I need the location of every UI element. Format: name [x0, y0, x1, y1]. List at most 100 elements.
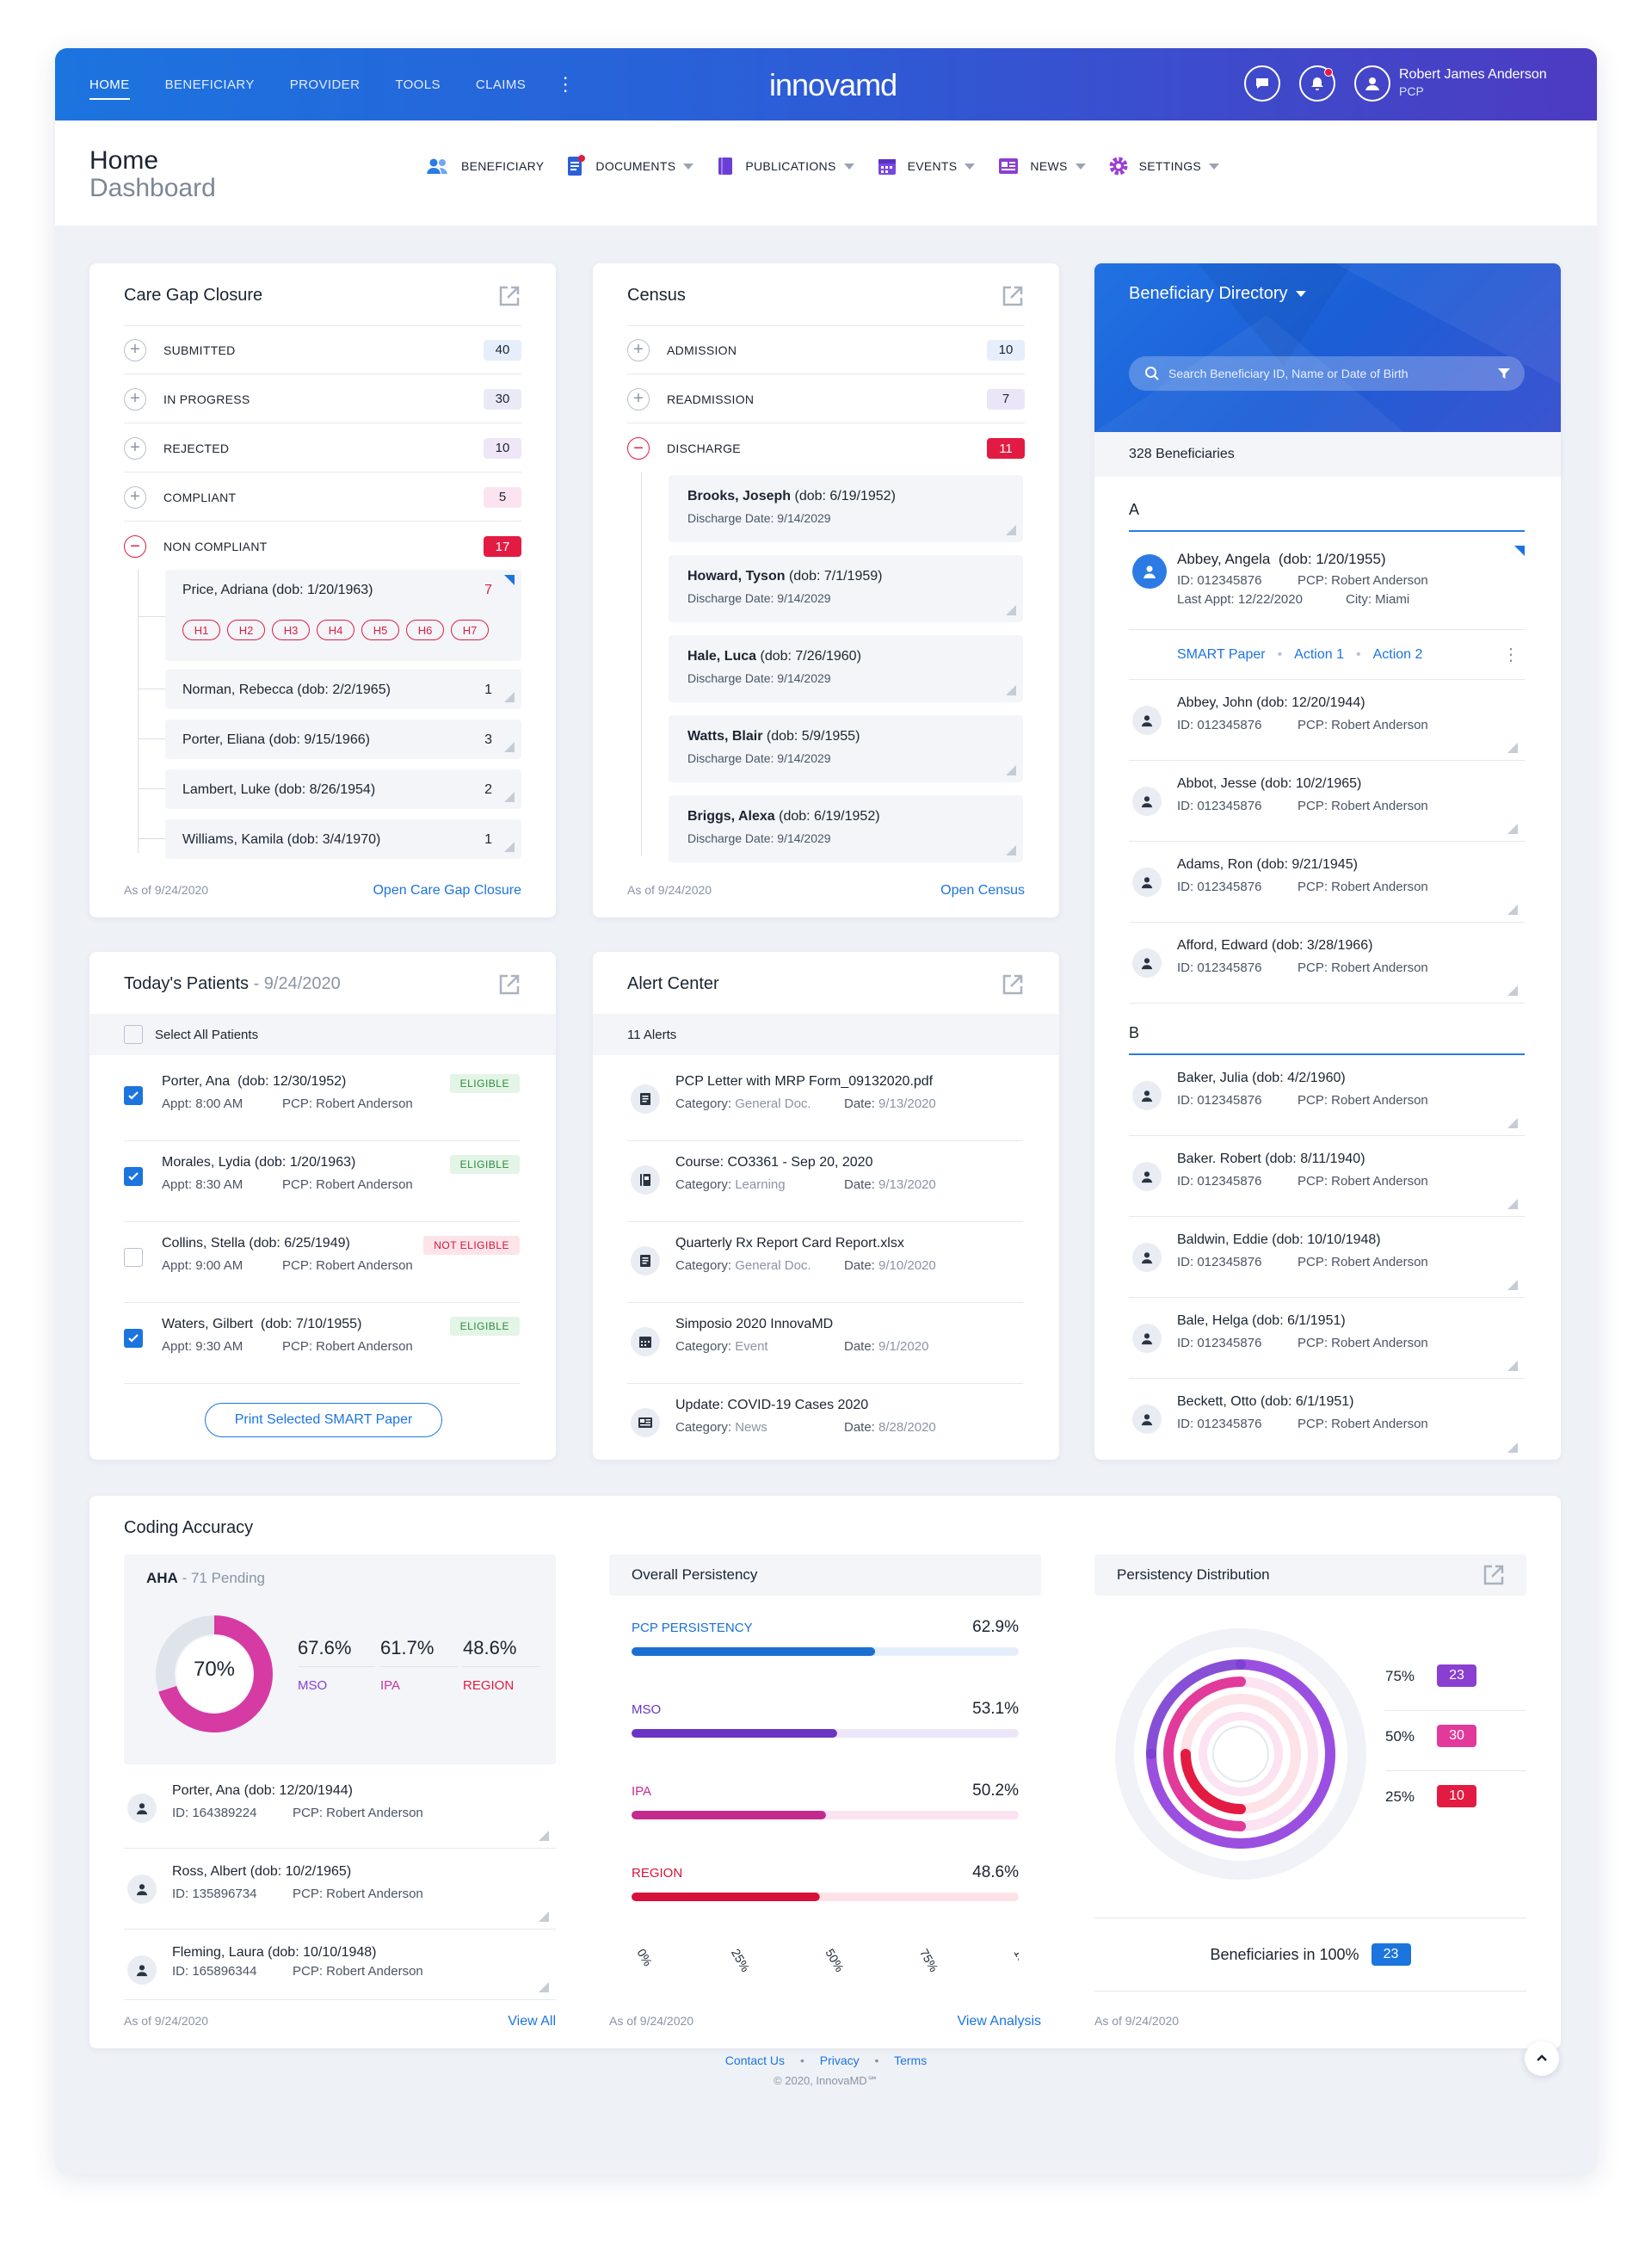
census-item[interactable]: Howard, Tyson (dob: 7/1/1959) Discharge D… — [669, 555, 1023, 622]
external-link-icon[interactable] — [497, 284, 521, 308]
page-footer: Contact Us • Privacy • Terms © 2020, Inn… — [55, 2053, 1597, 2088]
patient-checkbox[interactable] — [124, 1248, 143, 1267]
patient-row[interactable]: Porter, Ana (dob: 12/30/1952) Appt: 8:00… — [124, 1060, 520, 1141]
directory-title[interactable]: Beneficiary Directory — [1129, 284, 1306, 304]
nav-home[interactable]: HOME — [89, 77, 130, 100]
alert-item[interactable]: Update: COVID-19 Cases 2020 Category: New… — [627, 1384, 1023, 1465]
census-item[interactable]: Briggs, Alexa (dob: 6/19/1952) Discharge … — [669, 795, 1023, 862]
external-link-icon[interactable] — [1001, 973, 1025, 997]
view-all-link[interactable]: View All — [508, 2014, 556, 2029]
hedis-chip[interactable]: H3 — [272, 620, 310, 640]
terms-link[interactable]: Terms — [894, 2053, 928, 2067]
group-non-compliant[interactable]: − NON COMPLIANT 17 — [124, 522, 521, 571]
external-link-icon[interactable] — [1482, 1563, 1506, 1587]
hedis-chip[interactable]: H4 — [317, 620, 354, 640]
patient-row[interactable]: Collins, Stella (dob: 6/25/1949) Appt: 9… — [124, 1222, 520, 1303]
patient-row[interactable]: Morales, Lydia (dob: 1/20/1963) Appt: 8:… — [124, 1141, 520, 1222]
action-1-link[interactable]: Action 1 — [1294, 646, 1344, 662]
patient-checkbox[interactable] — [124, 1086, 143, 1105]
hedis-chip[interactable]: H7 — [451, 620, 489, 640]
patient-row[interactable]: Waters, Gilbert (dob: 7/10/1955) Appt: 9… — [124, 1303, 520, 1384]
open-care-gap-link[interactable]: Open Care Gap Closure — [373, 883, 521, 898]
quicknav-publications[interactable]: PUBLICATIONS — [716, 156, 854, 176]
beneficiary-row[interactable]: Baldwin, Eddie (dob: 10/10/1948) ID: 0123… — [1129, 1219, 1525, 1298]
census-item[interactable]: Brooks, Joseph (dob: 6/19/1952) Discharge… — [669, 475, 1023, 542]
beneficiary-row[interactable]: Afford, Edward (dob: 3/28/1966) ID: 01234… — [1129, 924, 1525, 1004]
quicknav-beneficiary[interactable]: BENEFICIARY — [425, 157, 544, 175]
external-link-icon[interactable] — [1001, 284, 1025, 308]
hedis-chip[interactable]: H2 — [227, 620, 265, 640]
alert-item[interactable]: Quarterly Rx Report Card Report.xlsx Cate… — [627, 1222, 1023, 1303]
expand-icon[interactable]: + — [124, 338, 146, 361]
chat-button[interactable] — [1244, 65, 1280, 102]
census-item[interactable]: Watts, Blair (dob: 5/9/1955) Discharge Da… — [669, 715, 1023, 782]
app-logo[interactable]: innovamd — [769, 67, 897, 102]
quicknav-events[interactable]: EVENTS — [877, 156, 976, 176]
user-avatar[interactable] — [1354, 65, 1390, 102]
beneficiary-row-selected[interactable]: Abbey, Angela (dob: 1/20/1955) ID: 01234… — [1129, 537, 1525, 630]
contact-us-link[interactable]: Contact Us — [724, 2053, 786, 2067]
alert-item[interactable]: PCP Letter with MRP Form_09132020.pdf Cat… — [627, 1060, 1023, 1141]
alert-item[interactable]: Course: CO3361 - Sep 20, 2020 Category: L… — [627, 1141, 1023, 1222]
notifications-button[interactable] — [1299, 65, 1335, 102]
patient-checkbox[interactable] — [124, 1329, 143, 1348]
quicknav-news[interactable]: NEWS — [997, 157, 1086, 176]
beneficiary-row[interactable]: Bale, Helga (dob: 6/1/1951) ID: 012345876… — [1129, 1300, 1525, 1379]
expand-icon[interactable]: + — [627, 338, 650, 361]
quicknav-settings[interactable]: SETTINGS — [1108, 156, 1220, 176]
more-vertical-icon[interactable]: ⋮ — [1502, 645, 1519, 664]
coding-patient-row[interactable]: Ross, Albert (dob: 10/2/1965) ID: 1358967… — [124, 1850, 556, 1930]
beneficiary-row[interactable]: Baker, Julia (dob: 4/2/1960) ID: 01234587… — [1129, 1057, 1525, 1136]
patient-checkbox[interactable] — [124, 1167, 143, 1186]
view-analysis-link[interactable]: View Analysis — [957, 2014, 1041, 2029]
group-compliant[interactable]: + COMPLIANT 5 — [124, 473, 521, 522]
collapse-icon[interactable]: − — [124, 535, 146, 558]
alert-item[interactable]: Simposio 2020 InnovaMD Category: Event Dat… — [627, 1303, 1023, 1384]
open-census-link[interactable]: Open Census — [940, 883, 1025, 898]
beneficiary-row[interactable]: Abbey, John (dob: 12/20/1944) ID: 0123458… — [1129, 682, 1525, 761]
smart-paper-link[interactable]: SMART Paper — [1177, 646, 1266, 662]
privacy-link[interactable]: Privacy — [819, 2053, 860, 2067]
care-gap-patient[interactable]: Norman, Rebecca (dob: 2/2/1965) 1 — [165, 670, 521, 709]
external-link-icon[interactable] — [497, 973, 521, 997]
care-gap-patient[interactable]: Price, Adriana (dob: 1/20/1963) 7 H1 H2 … — [165, 570, 521, 661]
expand-icon[interactable]: + — [627, 387, 650, 411]
select-all-checkbox[interactable] — [124, 1025, 143, 1044]
more-menu-icon[interactable]: ⋮ — [556, 73, 576, 95]
group-discharge[interactable]: − DISCHARGE 11 — [627, 424, 1025, 472]
nav-provider[interactable]: PROVIDER — [289, 77, 361, 92]
collapse-icon[interactable]: − — [627, 437, 650, 460]
gear-icon — [1109, 157, 1128, 176]
hedis-chip[interactable]: H5 — [361, 620, 399, 640]
group-submitted[interactable]: + SUBMITTED 40 — [124, 326, 521, 374]
coding-patient-row[interactable]: Fleming, Laura (dob: 10/10/1948) ID: 1658… — [124, 1931, 556, 2000]
nav-beneficiary[interactable]: BENEFICIARY — [164, 77, 255, 92]
group-rejected[interactable]: + REJECTED 10 — [124, 424, 521, 472]
beneficiary-row[interactable]: Baker. Robert (dob: 8/11/1940) ID: 012345… — [1129, 1138, 1525, 1217]
user-name[interactable]: Robert James Anderson — [1399, 67, 1547, 82]
coding-patient-row[interactable]: Porter, Ana (dob: 12/20/1944) ID: 1643892… — [124, 1769, 556, 1849]
care-gap-patient[interactable]: Lambert, Luke (dob: 8/26/1954) 2 — [165, 769, 521, 809]
group-in-progress[interactable]: + IN PROGRESS 30 — [124, 375, 521, 423]
group-readmission[interactable]: + READMISSION 7 — [627, 375, 1025, 423]
expand-icon[interactable]: + — [124, 436, 146, 460]
beneficiary-row[interactable]: Adams, Ron (dob: 9/21/1945) ID: 012345876… — [1129, 843, 1525, 923]
filter-icon[interactable] — [1497, 367, 1511, 380]
search-input[interactable]: Search Beneficiary ID, Name or Date of B… — [1129, 356, 1525, 391]
care-gap-patient[interactable]: Porter, Eliana (dob: 9/15/1966) 3 — [165, 719, 521, 759]
group-admission[interactable]: + ADMISSION 10 — [627, 326, 1025, 374]
beneficiary-row[interactable]: Beckett, Otto (dob: 6/1/1951) ID: 0123458… — [1129, 1380, 1525, 1460]
expand-icon[interactable]: + — [124, 485, 146, 509]
beneficiary-row[interactable]: Abbot, Jesse (dob: 10/2/1965) ID: 0123458… — [1129, 763, 1525, 842]
print-smart-paper-button[interactable]: Print Selected SMART Paper — [205, 1403, 442, 1437]
hedis-chip[interactable]: H1 — [182, 620, 220, 640]
nav-tools[interactable]: TOOLS — [395, 77, 441, 92]
action-2-link[interactable]: Action 2 — [1372, 646, 1423, 662]
care-gap-patient[interactable]: Williams, Kamila (dob: 3/4/1970) 1 — [165, 819, 521, 859]
nav-claims[interactable]: CLAIMS — [475, 77, 527, 92]
expand-icon[interactable]: + — [124, 387, 146, 411]
scroll-top-button[interactable] — [1525, 2041, 1559, 2076]
census-item[interactable]: Hale, Luca (dob: 7/26/1960) Discharge Dat… — [669, 635, 1023, 702]
hedis-chip[interactable]: H6 — [406, 620, 444, 640]
quicknav-documents[interactable]: DOCUMENTS — [566, 155, 694, 177]
